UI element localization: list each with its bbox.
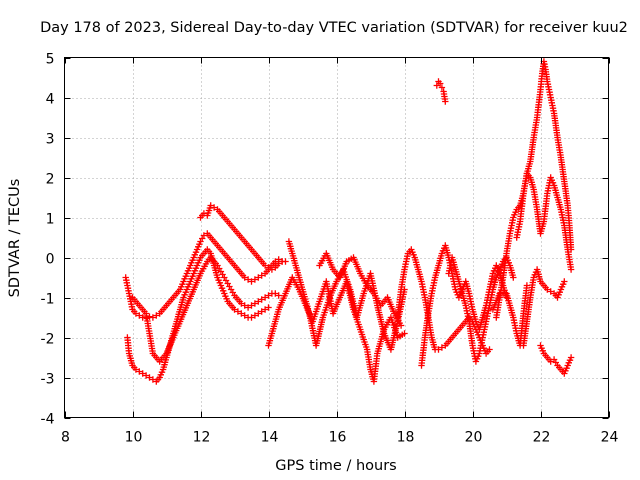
data-point [282, 258, 289, 265]
data-point [265, 264, 272, 271]
x-tick-label: 10 [125, 430, 143, 446]
x-tick-label: 18 [397, 430, 415, 446]
y-tick-labels: -4 -3 -2 -1 0 1 2 3 4 5 [41, 52, 55, 428]
data-point [255, 274, 262, 281]
data-point [435, 346, 442, 353]
data-point [251, 276, 259, 283]
data-point [255, 298, 262, 305]
data-point [437, 80, 444, 87]
data-point [268, 266, 276, 273]
data-point [251, 312, 259, 319]
data-point [244, 304, 252, 311]
data-point [544, 286, 551, 293]
data-point [231, 306, 238, 313]
x-tick-label: 20 [465, 430, 483, 446]
data-point [438, 344, 446, 351]
x-tick-labels: 8 10 12 14 16 18 20 22 24 [61, 430, 618, 446]
data-point [265, 292, 272, 299]
data-point [248, 278, 255, 285]
data-point [261, 306, 269, 313]
data-point [244, 276, 252, 283]
x-tick-label: 14 [261, 430, 279, 446]
data-point [251, 300, 259, 307]
data-point [234, 308, 242, 315]
x-tick-label: 8 [61, 430, 70, 446]
grid-lines [64, 57, 609, 418]
y-tick-label: -4 [41, 412, 55, 428]
plot-frame [64, 57, 609, 418]
data-point [241, 312, 248, 319]
data-points [122, 58, 575, 385]
data-point [438, 84, 446, 91]
data-point [433, 82, 440, 89]
data-point [261, 294, 269, 301]
y-tick-label: -2 [41, 332, 55, 348]
data-point [547, 288, 554, 295]
data-point [132, 366, 140, 373]
data-point [510, 274, 517, 281]
data-point [561, 278, 568, 285]
y-tick-label: -3 [41, 372, 55, 388]
axis-ticks [64, 57, 610, 419]
data-point [207, 202, 214, 209]
y-tick-label: 5 [46, 52, 55, 68]
data-point [238, 310, 245, 317]
data-point [136, 312, 143, 319]
x-tick-label: 22 [533, 430, 551, 446]
data-point [248, 314, 255, 321]
chart-title: Day 178 of 2023, Sidereal Day-to-day VTE… [40, 20, 628, 36]
data-point [547, 358, 554, 365]
data-point [442, 98, 449, 105]
data-point [275, 260, 282, 267]
data-point [241, 302, 248, 309]
y-tick-label: -1 [41, 292, 55, 308]
data-point [397, 322, 405, 329]
data-point [567, 354, 575, 361]
data-point [258, 296, 265, 303]
data-point [272, 290, 279, 297]
data-point [258, 308, 265, 315]
y-tick-label: 0 [46, 252, 55, 268]
y-tick-label: 3 [46, 132, 55, 148]
y-tick-label: 2 [46, 172, 55, 188]
data-point [136, 368, 143, 375]
y-tick-label: 1 [46, 212, 55, 228]
data-point [210, 204, 218, 211]
x-tick-label: 12 [193, 430, 211, 446]
y-tick-label: 4 [46, 92, 55, 108]
data-point [275, 292, 282, 299]
data-point [401, 330, 408, 337]
data-point [139, 370, 146, 377]
data-point [258, 272, 265, 279]
data-point [261, 262, 269, 269]
data-point [142, 372, 150, 379]
data-point [238, 300, 245, 307]
data-point [265, 304, 272, 311]
data-point [272, 258, 279, 265]
x-tick-label: 16 [329, 430, 347, 446]
data-point [248, 302, 255, 309]
y-axis-label: SDTVAR / TECUs [7, 179, 23, 298]
data-point [241, 274, 248, 281]
data-point [132, 310, 140, 317]
data-point [149, 314, 157, 321]
data-point [153, 312, 160, 319]
data-point [486, 346, 493, 353]
data-point [255, 310, 262, 317]
data-point [523, 282, 531, 289]
x-axis-label: GPS time / hours [275, 458, 396, 474]
data-point [146, 374, 153, 381]
x-tick-label: 24 [601, 430, 619, 446]
data-point [567, 266, 575, 273]
